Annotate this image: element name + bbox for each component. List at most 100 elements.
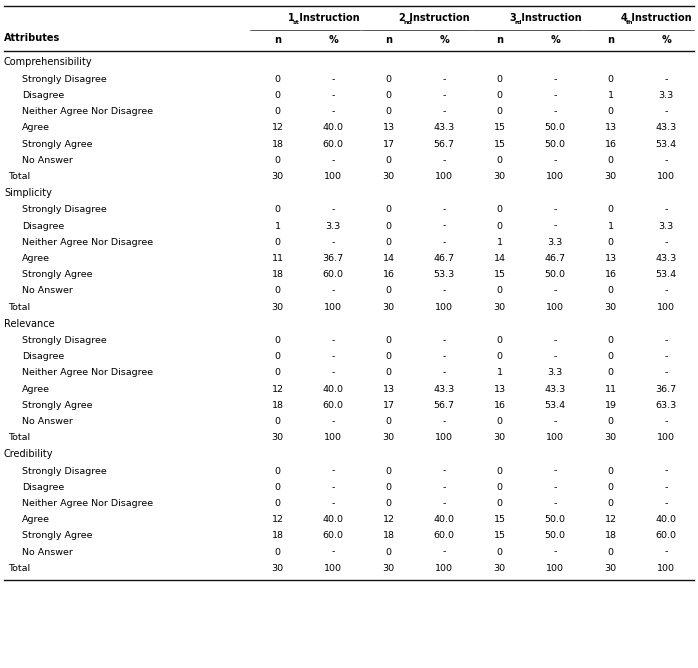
Text: -: - <box>332 483 335 492</box>
Text: 0: 0 <box>497 91 503 100</box>
Text: 0: 0 <box>497 483 503 492</box>
Text: 100: 100 <box>658 564 675 572</box>
Text: 60.0: 60.0 <box>322 401 343 409</box>
Text: 60.0: 60.0 <box>322 532 343 540</box>
Text: 0: 0 <box>386 483 392 492</box>
Text: 1: 1 <box>288 13 295 23</box>
Text: -: - <box>664 156 668 165</box>
Text: 30: 30 <box>493 172 506 181</box>
Text: 18: 18 <box>272 270 284 279</box>
Text: No Answer: No Answer <box>22 156 73 165</box>
Text: -: - <box>443 336 446 345</box>
Text: 36.7: 36.7 <box>322 254 344 263</box>
Text: %: % <box>439 35 449 45</box>
Text: 53.4: 53.4 <box>655 140 677 148</box>
Text: 0: 0 <box>275 287 281 295</box>
Text: -: - <box>554 287 557 295</box>
Text: -: - <box>443 368 446 377</box>
Text: 0: 0 <box>275 107 281 116</box>
Text: n: n <box>496 35 503 45</box>
Text: -: - <box>332 352 335 361</box>
Text: 0: 0 <box>497 499 503 508</box>
Text: -: - <box>443 205 446 214</box>
Text: 43.3: 43.3 <box>433 385 455 393</box>
Text: rd: rd <box>514 19 522 25</box>
Text: -: - <box>443 107 446 116</box>
Text: 30: 30 <box>604 303 617 311</box>
Text: Total: Total <box>8 564 30 572</box>
Text: -: - <box>332 75 335 84</box>
Text: 16: 16 <box>493 401 506 409</box>
Text: nd: nd <box>403 19 413 25</box>
Text: 0: 0 <box>497 336 503 345</box>
Text: -: - <box>554 75 557 84</box>
Text: 18: 18 <box>272 140 284 148</box>
Text: 18: 18 <box>272 401 284 409</box>
Text: 46.7: 46.7 <box>544 254 566 263</box>
Text: 17: 17 <box>383 401 395 409</box>
Text: Total: Total <box>8 172 30 181</box>
Text: 0: 0 <box>497 107 503 116</box>
Text: Disagree: Disagree <box>22 483 64 492</box>
Text: 0: 0 <box>386 352 392 361</box>
Text: -: - <box>443 75 446 84</box>
Text: 43.3: 43.3 <box>544 385 566 393</box>
Text: Neither Agree Nor Disagree: Neither Agree Nor Disagree <box>22 499 153 508</box>
Text: Disagree: Disagree <box>22 222 64 230</box>
Text: 56.7: 56.7 <box>433 401 455 409</box>
Text: 30: 30 <box>604 172 617 181</box>
Text: -: - <box>664 336 668 345</box>
Text: 15: 15 <box>493 140 506 148</box>
Text: -: - <box>554 91 557 100</box>
Text: -: - <box>554 222 557 230</box>
Text: 30: 30 <box>272 564 284 572</box>
Text: 0: 0 <box>497 287 503 295</box>
Text: -: - <box>332 91 335 100</box>
Text: 30: 30 <box>604 564 617 572</box>
Text: 100: 100 <box>547 172 564 181</box>
Text: 0: 0 <box>608 499 614 508</box>
Text: 30: 30 <box>493 434 506 442</box>
Text: st: st <box>292 19 299 25</box>
Text: 0: 0 <box>275 368 281 377</box>
Text: 0: 0 <box>608 467 614 476</box>
Text: 0: 0 <box>386 548 392 556</box>
Text: 0: 0 <box>386 467 392 476</box>
Text: 30: 30 <box>272 434 284 442</box>
Text: -: - <box>554 548 557 556</box>
Text: -: - <box>443 483 446 492</box>
Text: Simplicity: Simplicity <box>4 188 52 198</box>
Text: -: - <box>554 336 557 345</box>
Text: 0: 0 <box>275 467 281 476</box>
Text: -: - <box>332 467 335 476</box>
Text: Neither Agree Nor Disagree: Neither Agree Nor Disagree <box>22 238 153 246</box>
Text: 1: 1 <box>608 91 614 100</box>
Text: Credibility: Credibility <box>4 449 54 459</box>
Text: Strongly Disagree: Strongly Disagree <box>22 205 107 214</box>
Text: -: - <box>443 499 446 508</box>
Text: 0: 0 <box>608 107 614 116</box>
Text: 3.3: 3.3 <box>326 222 341 230</box>
Text: 18: 18 <box>272 532 284 540</box>
Text: 18: 18 <box>383 532 395 540</box>
Text: 0: 0 <box>497 548 503 556</box>
Text: 43.3: 43.3 <box>433 124 455 132</box>
Text: Attributes: Attributes <box>4 33 60 43</box>
Text: 0: 0 <box>275 548 281 556</box>
Text: 0: 0 <box>386 91 392 100</box>
Text: No Answer: No Answer <box>22 287 73 295</box>
Text: 60.0: 60.0 <box>322 270 343 279</box>
Text: Strongly Disagree: Strongly Disagree <box>22 336 107 345</box>
Text: -: - <box>443 91 446 100</box>
Text: -: - <box>664 417 668 426</box>
Text: No Answer: No Answer <box>22 417 73 426</box>
Text: -: - <box>554 205 557 214</box>
Text: 3.3: 3.3 <box>659 91 674 100</box>
Text: Instruction: Instruction <box>295 13 359 23</box>
Text: Comprehensibility: Comprehensibility <box>4 57 93 67</box>
Text: 15: 15 <box>493 515 506 524</box>
Text: 1: 1 <box>497 368 503 377</box>
Text: No Answer: No Answer <box>22 548 73 556</box>
Text: Total: Total <box>8 434 30 442</box>
Text: n: n <box>274 35 281 45</box>
